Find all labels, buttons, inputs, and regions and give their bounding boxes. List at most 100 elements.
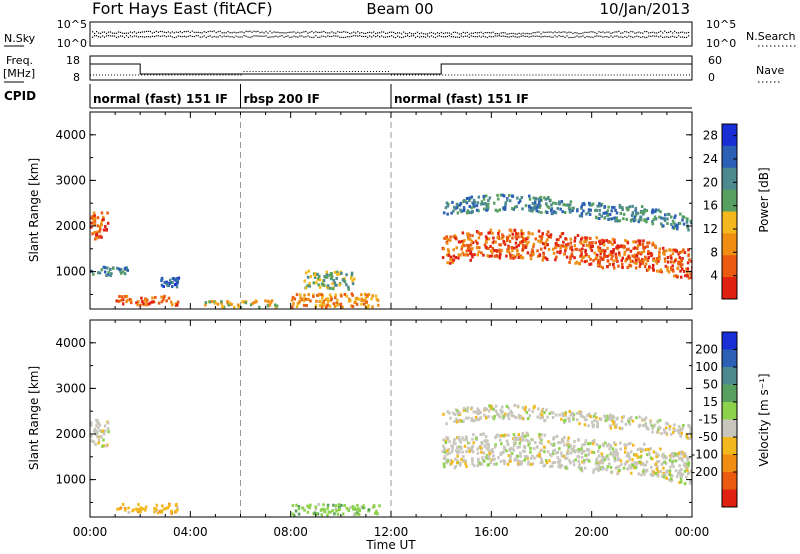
- noise-dot: [195, 35, 197, 37]
- echo-cell: [503, 461, 506, 465]
- noise-dot: [245, 35, 247, 37]
- echo-cell: [596, 253, 599, 257]
- echo-cell: [109, 274, 112, 278]
- echo-cell: [580, 241, 583, 245]
- echo-cell: [118, 295, 121, 299]
- echo-cell: [350, 273, 354, 277]
- power-colorbar-label: Power [dB]: [757, 167, 771, 232]
- echo-cell: [641, 470, 645, 474]
- noise-dot: [656, 35, 658, 37]
- nave-dot: [126, 74, 128, 76]
- echo-cell: [609, 240, 613, 244]
- noise-dot: [502, 35, 504, 37]
- echo-cell: [448, 440, 451, 444]
- nave-dot: [108, 74, 110, 76]
- echo-cell: [482, 451, 486, 455]
- echo-cell: [137, 503, 140, 507]
- noise-dot: [636, 35, 638, 37]
- noise-dot: [325, 31, 327, 34]
- echo-cell: [571, 206, 574, 210]
- echo-cell: [675, 249, 678, 253]
- noise-dot: [283, 36, 285, 38]
- noise-dot: [289, 31, 291, 33]
- echo-cell: [657, 252, 661, 256]
- nave-dot: [315, 71, 317, 72]
- echo-cell: [629, 415, 633, 419]
- echo-cell: [517, 243, 521, 247]
- echo-cell: [470, 447, 473, 451]
- echo-cell: [599, 242, 602, 246]
- echo-cell: [651, 457, 654, 461]
- echo-cell: [571, 248, 574, 252]
- echo-cell: [597, 449, 600, 453]
- echo-cell: [457, 256, 460, 260]
- nave-dot: [222, 74, 224, 76]
- echo-cell: [489, 406, 493, 410]
- echo-cell: [93, 427, 97, 431]
- echo-cell: [525, 438, 528, 442]
- nave-dot: [306, 71, 308, 72]
- colorbar-tick-label: -50: [698, 430, 718, 444]
- echo-cell: [545, 408, 548, 412]
- echo-cell: [631, 463, 634, 467]
- echo-cell: [646, 427, 650, 431]
- echo-cell: [678, 221, 682, 225]
- echo-cell: [545, 211, 549, 215]
- echo-cell: [643, 208, 646, 212]
- echo-cell: [644, 448, 648, 452]
- noise-dot: [392, 31, 395, 34]
- colorbar-tick-label: 100: [695, 360, 718, 374]
- echo-cell: [498, 414, 501, 418]
- echo-cell: [97, 421, 101, 425]
- noise-dot: [428, 32, 431, 34]
- echo-cell: [656, 453, 659, 457]
- echo-cell: [442, 444, 445, 448]
- echo-cell: [644, 463, 647, 467]
- echo-cell: [320, 282, 324, 286]
- echo-cell: [361, 506, 365, 510]
- noise-dot: [217, 31, 219, 33]
- echo-cell: [538, 441, 542, 445]
- noise-dot: [426, 35, 429, 37]
- nave-dot: [481, 74, 483, 76]
- nave-dot: [574, 74, 576, 76]
- echo-cell: [651, 424, 654, 428]
- echo-cell: [536, 254, 540, 258]
- echo-cell: [572, 459, 575, 463]
- echo-cell: [610, 257, 613, 261]
- echo-cell: [320, 293, 323, 297]
- echo-cell: [635, 261, 638, 265]
- noise-dot: [269, 36, 271, 38]
- echo-cell: [669, 266, 673, 270]
- echo-cell: [679, 261, 683, 265]
- echo-cell: [550, 410, 553, 414]
- noise-dot: [213, 35, 215, 38]
- echo-cell: [351, 304, 355, 308]
- echo-cell: [102, 265, 106, 269]
- echo-cell: [540, 457, 544, 461]
- noise-dot: [594, 35, 596, 37]
- noise-dot: [414, 32, 417, 35]
- noise-dot: [432, 36, 435, 38]
- echo-cell: [626, 241, 630, 245]
- echo-cell: [529, 462, 533, 466]
- echo-cell: [593, 419, 596, 423]
- echo-cell: [495, 249, 499, 253]
- echo-cell: [612, 248, 615, 252]
- noise-dot: [590, 36, 592, 38]
- echo-cell: [325, 304, 329, 308]
- echo-cell: [585, 212, 588, 216]
- echo-cell: [609, 451, 613, 455]
- noise-dot: [209, 30, 211, 32]
- echo-cell: [591, 241, 594, 245]
- echo-cell: [243, 300, 246, 304]
- echo-cell: [358, 508, 361, 512]
- echo-cell: [666, 422, 669, 426]
- echo-cell: [650, 254, 653, 258]
- echo-cell: [569, 255, 572, 259]
- echo-cell: [508, 239, 512, 243]
- noise-dot: [540, 36, 542, 38]
- noise-dot: [203, 35, 205, 37]
- echo-cell: [523, 454, 527, 458]
- noise-dot: [179, 35, 181, 38]
